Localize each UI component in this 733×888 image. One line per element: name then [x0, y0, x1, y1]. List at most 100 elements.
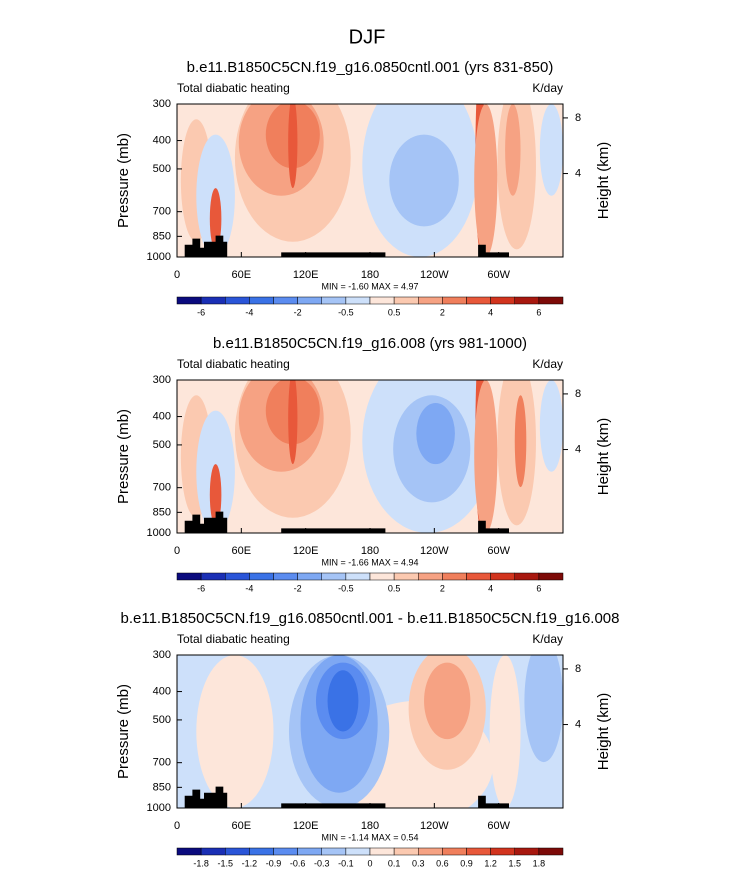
contour-region — [505, 104, 521, 196]
y2-tick-label: 4 — [575, 718, 581, 730]
right-label: K/day — [532, 632, 563, 646]
terrain — [184, 235, 509, 257]
contour-region — [474, 104, 498, 257]
x-tick-label: 0 — [174, 545, 180, 557]
y-axis-label: Pressure (mb) — [115, 684, 132, 779]
x-tick-label: 60E — [232, 545, 252, 557]
x-tick-label: 0 — [174, 820, 180, 832]
colorbar-label: 0.5 — [388, 307, 401, 317]
colorbar-box — [442, 572, 467, 581]
colorbar-box — [466, 296, 491, 305]
colorbar-box — [418, 296, 443, 305]
left-label: Total diabatic heating — [177, 632, 290, 646]
right-label: K/day — [532, 357, 563, 371]
x-tick-label: 60E — [232, 269, 252, 281]
y-tick-label: 500 — [153, 714, 171, 726]
contour-region — [209, 188, 222, 250]
y-tick-label: 850 — [153, 230, 171, 242]
colorbar-box — [345, 572, 371, 581]
contour-region — [539, 380, 563, 472]
min-max-annotation: MIN = -1.14 MAX = 0.54 — [321, 832, 418, 842]
colorbar-box — [369, 847, 395, 856]
colorbar-box — [225, 296, 250, 305]
colorbar-box — [393, 847, 419, 856]
colorbar-box — [200, 296, 226, 305]
min-max-annotation: MIN = -1.66 MAX = 4.94 — [321, 557, 418, 567]
contour-field — [177, 380, 563, 533]
y-tick-label: 700 — [153, 206, 171, 218]
x-tick-label: 180 — [361, 820, 379, 832]
contour-region — [209, 464, 222, 526]
colorbar-box — [297, 847, 322, 856]
contour-field — [177, 655, 563, 808]
y2-tick-label: 8 — [575, 663, 581, 675]
y-tick-label: 300 — [153, 98, 171, 110]
y-tick-label: 400 — [153, 410, 171, 422]
colorbar-box — [273, 296, 298, 305]
colorbar-box — [200, 847, 226, 856]
x-tick-label: 180 — [361, 545, 379, 557]
colorbar-box — [418, 572, 443, 581]
contour-region — [416, 402, 455, 465]
contour-region — [489, 655, 521, 808]
panel-title: b.e11.B1850C5CN.f19_g16.0850cntl.001 - b… — [121, 610, 620, 627]
y2-tick-label: 8 — [575, 112, 581, 124]
x-tick-label: 180 — [361, 269, 379, 281]
colorbar-label: 2 — [440, 583, 445, 593]
x-tick-label: 60W — [487, 820, 510, 832]
colorbar-label: 0 — [367, 858, 372, 868]
y-tick-label: 1000 — [147, 802, 171, 814]
colorbar-label: -1.2 — [242, 858, 258, 868]
contour-region — [327, 670, 359, 732]
colorbar-label: 1.8 — [533, 858, 546, 868]
contour-region — [524, 655, 563, 763]
x-tick-label: 120W — [420, 820, 449, 832]
colorbar-box — [393, 572, 419, 581]
colorbar-label: -1.5 — [217, 858, 233, 868]
contour-region — [288, 380, 298, 465]
colorbar-box — [538, 296, 564, 305]
colorbar-label: -0.3 — [314, 858, 330, 868]
contour-field — [177, 104, 563, 257]
x-tick-label: 60W — [487, 269, 510, 281]
y-tick-label: 700 — [153, 482, 171, 494]
contour-region — [288, 104, 298, 189]
y2-axis-label: Height (km) — [595, 418, 612, 496]
y-tick-label: 300 — [153, 374, 171, 386]
y2-axis-label: Height (km) — [595, 693, 612, 771]
right-label: K/day — [532, 81, 563, 95]
colorbar-label: 4 — [488, 583, 493, 593]
colorbar-label: 0.6 — [436, 858, 449, 868]
y-axis-label: Pressure (mb) — [115, 133, 132, 228]
y-tick-label: 850 — [153, 506, 171, 518]
colorbar-label: -0.9 — [266, 858, 282, 868]
colorbar-box — [176, 847, 202, 856]
colorbar-box — [490, 296, 515, 305]
y2-axis-label: Height (km) — [595, 142, 612, 220]
colorbar-box — [249, 572, 274, 581]
colorbar-label: -1.8 — [193, 858, 209, 868]
colorbar-box — [466, 572, 491, 581]
colorbar-label: -6 — [197, 583, 205, 593]
y-tick-label: 400 — [153, 685, 171, 697]
colorbar-box — [490, 847, 515, 856]
terrain — [184, 511, 509, 533]
contour-region — [424, 662, 471, 740]
colorbar-label: -6 — [197, 307, 205, 317]
y-tick-label: 500 — [153, 163, 171, 175]
colorbar-label: -0.6 — [290, 858, 306, 868]
colorbar-box — [321, 572, 347, 581]
colorbar-box — [514, 296, 540, 305]
contour-region — [514, 395, 527, 488]
x-tick-label: 120E — [293, 820, 319, 832]
terrain — [184, 786, 509, 808]
colorbar-label: 2 — [440, 307, 445, 317]
x-tick-label: 120W — [420, 269, 449, 281]
y2-tick-label: 4 — [575, 167, 581, 179]
colorbar-box — [297, 572, 322, 581]
x-tick-label: 60W — [487, 545, 510, 557]
contour-region — [196, 655, 274, 808]
colorbar-box — [176, 572, 202, 581]
colorbar-label: 6 — [536, 583, 541, 593]
